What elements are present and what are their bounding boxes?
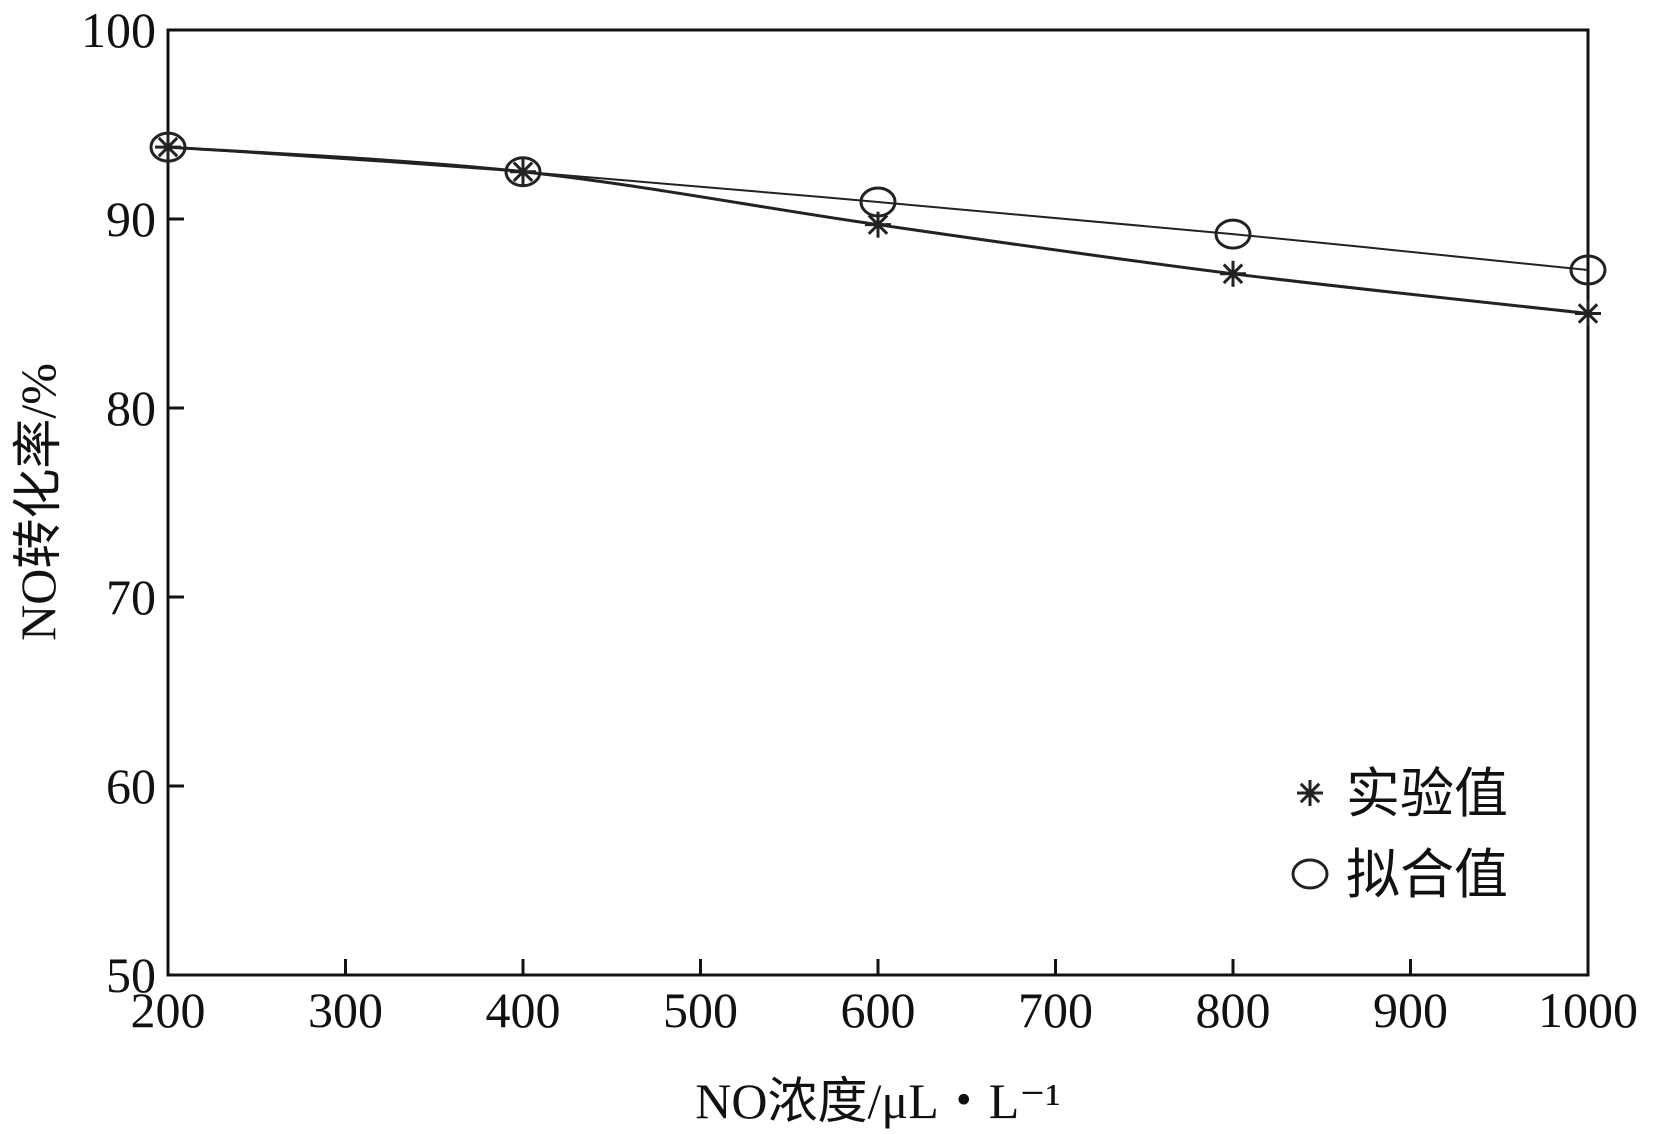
data-point-asterisk bbox=[1220, 260, 1246, 287]
data-point-asterisk bbox=[1575, 300, 1601, 327]
data-point-circle bbox=[504, 156, 542, 188]
x-tick-label: 800 bbox=[1196, 982, 1271, 1038]
x-tick-label: 300 bbox=[308, 982, 383, 1038]
data-point-circle bbox=[859, 186, 897, 218]
y-tick-label: 70 bbox=[106, 569, 156, 625]
x-tick-label: 900 bbox=[1373, 982, 1448, 1038]
data-point-circle bbox=[1569, 254, 1607, 286]
y-axis: 50 60 70 80 90 100 bbox=[81, 2, 184, 1003]
x-tick-label: 200 bbox=[131, 982, 206, 1038]
data-point-asterisk bbox=[865, 211, 891, 238]
y-tick-label: 80 bbox=[106, 380, 156, 436]
x-tick-label: 1000 bbox=[1538, 982, 1638, 1038]
series-layer bbox=[149, 131, 1607, 327]
y-tick-label: 100 bbox=[81, 2, 156, 58]
x-tick-label: 400 bbox=[486, 982, 561, 1038]
plot-area-frame bbox=[166, 28, 1590, 977]
series-line-2 bbox=[167, 146, 1589, 272]
x-tick-label: 600 bbox=[841, 982, 916, 1038]
legend-label: 拟合值 bbox=[1346, 845, 1508, 905]
data-point-circle bbox=[1214, 218, 1252, 250]
x-axis-title: NO浓度/μL・L⁻¹ bbox=[695, 1073, 1060, 1129]
legend-label: 实验值 bbox=[1346, 764, 1508, 824]
x-tick-label: 500 bbox=[663, 982, 738, 1038]
data-point-circle bbox=[149, 131, 187, 163]
y-tick-label: 50 bbox=[106, 947, 156, 1003]
y-axis-title: NO转化率/% bbox=[10, 363, 66, 641]
legend-marker-asterisk bbox=[1297, 780, 1323, 806]
x-axis: 200 300 400 500 600 700 800 900 1000 bbox=[131, 959, 1638, 1038]
y-tick-label: 60 bbox=[106, 758, 156, 814]
legend-marker-circle bbox=[1291, 858, 1329, 890]
x-tick-label: 700 bbox=[1018, 982, 1093, 1038]
y-tick-label: 90 bbox=[106, 191, 156, 247]
